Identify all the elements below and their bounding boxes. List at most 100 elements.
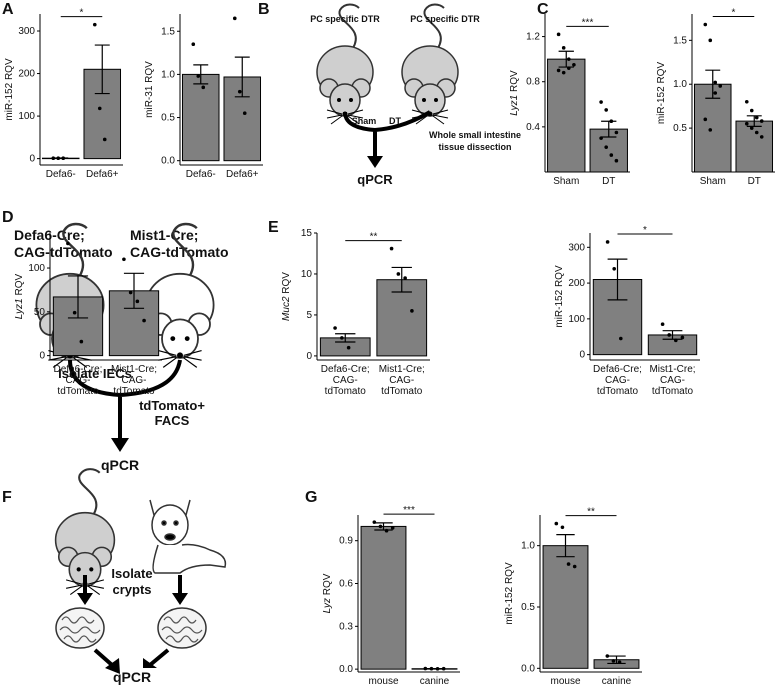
bar [181, 73, 220, 162]
y-axis-label-part: RQV [554, 265, 565, 290]
diagram-label: tissue dissection [438, 142, 511, 152]
data-point [609, 153, 614, 157]
x-tick-label: Mist1-Cre; CAG-tdTomato [379, 364, 425, 397]
significance-label: *** [582, 17, 594, 28]
arrowhead [105, 658, 157, 674]
data-point [429, 666, 434, 671]
significance-label: ** [587, 507, 595, 518]
arrow [83, 575, 182, 595]
data-point [567, 57, 571, 61]
arrowhead [111, 438, 129, 452]
y-tick-label: 300 [18, 26, 35, 37]
y-tick-label: 300 [568, 242, 585, 253]
data-point [560, 525, 565, 530]
data-point [142, 318, 146, 323]
y-tick-label: 100 [28, 263, 45, 274]
y-axis-label-part: RQV [656, 62, 667, 87]
data-point [708, 38, 713, 43]
arrowhead [77, 593, 188, 605]
diagram-label: Isolate IECs [58, 366, 132, 381]
diagram-label: Whole small intestine [429, 130, 521, 140]
x-tick-label: mouse [550, 676, 580, 686]
data-point [703, 22, 708, 27]
diagram-label: Mist1-Cre; [130, 227, 198, 243]
bar [735, 120, 774, 173]
y-axis-label: miR-152 RQV [656, 62, 667, 125]
data-point [611, 659, 616, 663]
data-point [122, 257, 126, 262]
data-point [759, 119, 764, 123]
y-axis-label-part: RQV [322, 573, 333, 598]
error-bar [335, 333, 356, 343]
y-axis-label-part: miR-152 [504, 586, 515, 624]
arrow [93, 648, 170, 667]
y-tick-label: 200 [18, 69, 35, 80]
y-axis-label: miR-152 RQV [554, 265, 565, 328]
y-axis-label: miR-152 RQV [504, 562, 515, 625]
y-axis-label-part: miR-31 [144, 85, 155, 118]
error-bar [234, 56, 250, 98]
panel-letter: G [305, 489, 317, 506]
data-point [346, 345, 351, 350]
y-tick-label: 5 [306, 310, 312, 321]
diagram-label: Defa6-Cre; [14, 227, 85, 243]
y-tick-label: 0.0 [521, 663, 535, 674]
data-point [605, 240, 610, 244]
data-point [605, 654, 610, 658]
y-tick-label: 0.9 [339, 536, 353, 547]
data-point [196, 74, 201, 78]
significance-label: * [643, 225, 647, 236]
y-tick-label: 0 [306, 351, 312, 362]
y-tick-label: 15 [301, 228, 313, 239]
data-point [389, 246, 394, 251]
data-point [435, 667, 440, 671]
data-point [667, 333, 671, 337]
significance-label: * [732, 8, 736, 19]
data-point [604, 108, 608, 112]
diagram-label: Sham [352, 116, 377, 126]
data-point [718, 84, 723, 88]
y-tick-label: 10 [301, 269, 313, 280]
y-axis-label-part: RQV [509, 70, 520, 95]
y-axis-label-part: RQV [144, 61, 155, 86]
y-axis-label-part: miR-152 [554, 289, 565, 327]
bar [360, 525, 407, 670]
y-axis-label-part: RQV [504, 562, 515, 587]
arrow [68, 359, 182, 440]
y-tick-label: 0.0 [161, 156, 175, 167]
data-point [423, 666, 428, 671]
error-bar [607, 258, 628, 301]
panel-letter: C [537, 1, 549, 18]
data-point [749, 126, 754, 130]
y-axis-label-part: RQV [4, 58, 15, 83]
y-tick-label: 0 [579, 350, 585, 361]
x-tick-label: Sham [553, 176, 579, 187]
data-point [333, 326, 337, 330]
data-point [572, 62, 576, 67]
x-tick-label: Defa6-Cre; CAG-tdTomato [54, 364, 103, 397]
x-tick-label: Defa6-Cre; CAG-tdTomato [593, 364, 642, 397]
x-tick-label: Defa6-Cre; CAG-tdTomato [321, 364, 370, 397]
y-tick-label: 1.5 [161, 26, 175, 37]
data-point [754, 115, 759, 120]
error-bar [601, 120, 617, 138]
y-tick-label: 0.6 [339, 579, 353, 590]
x-tick-label: DT [748, 176, 761, 187]
data-point [561, 70, 566, 75]
data-point [713, 91, 718, 95]
diagram-label: Isolate [111, 566, 152, 581]
diagram-label: qPCR [101, 457, 139, 473]
diagram-label: qPCR [113, 669, 151, 685]
data-point [749, 108, 754, 113]
diagram-label: CAG-tdTomato [130, 244, 229, 260]
data-point [708, 128, 713, 132]
x-tick-label: Defa6+ [226, 169, 259, 180]
x-tick-label: canine [602, 676, 632, 686]
data-point [441, 666, 446, 671]
y-tick-label: 0 [29, 154, 35, 165]
y-tick-label: 50 [34, 307, 46, 318]
data-point [201, 85, 206, 90]
data-point [384, 528, 389, 533]
y-axis-label-part: Lyz [322, 598, 333, 613]
